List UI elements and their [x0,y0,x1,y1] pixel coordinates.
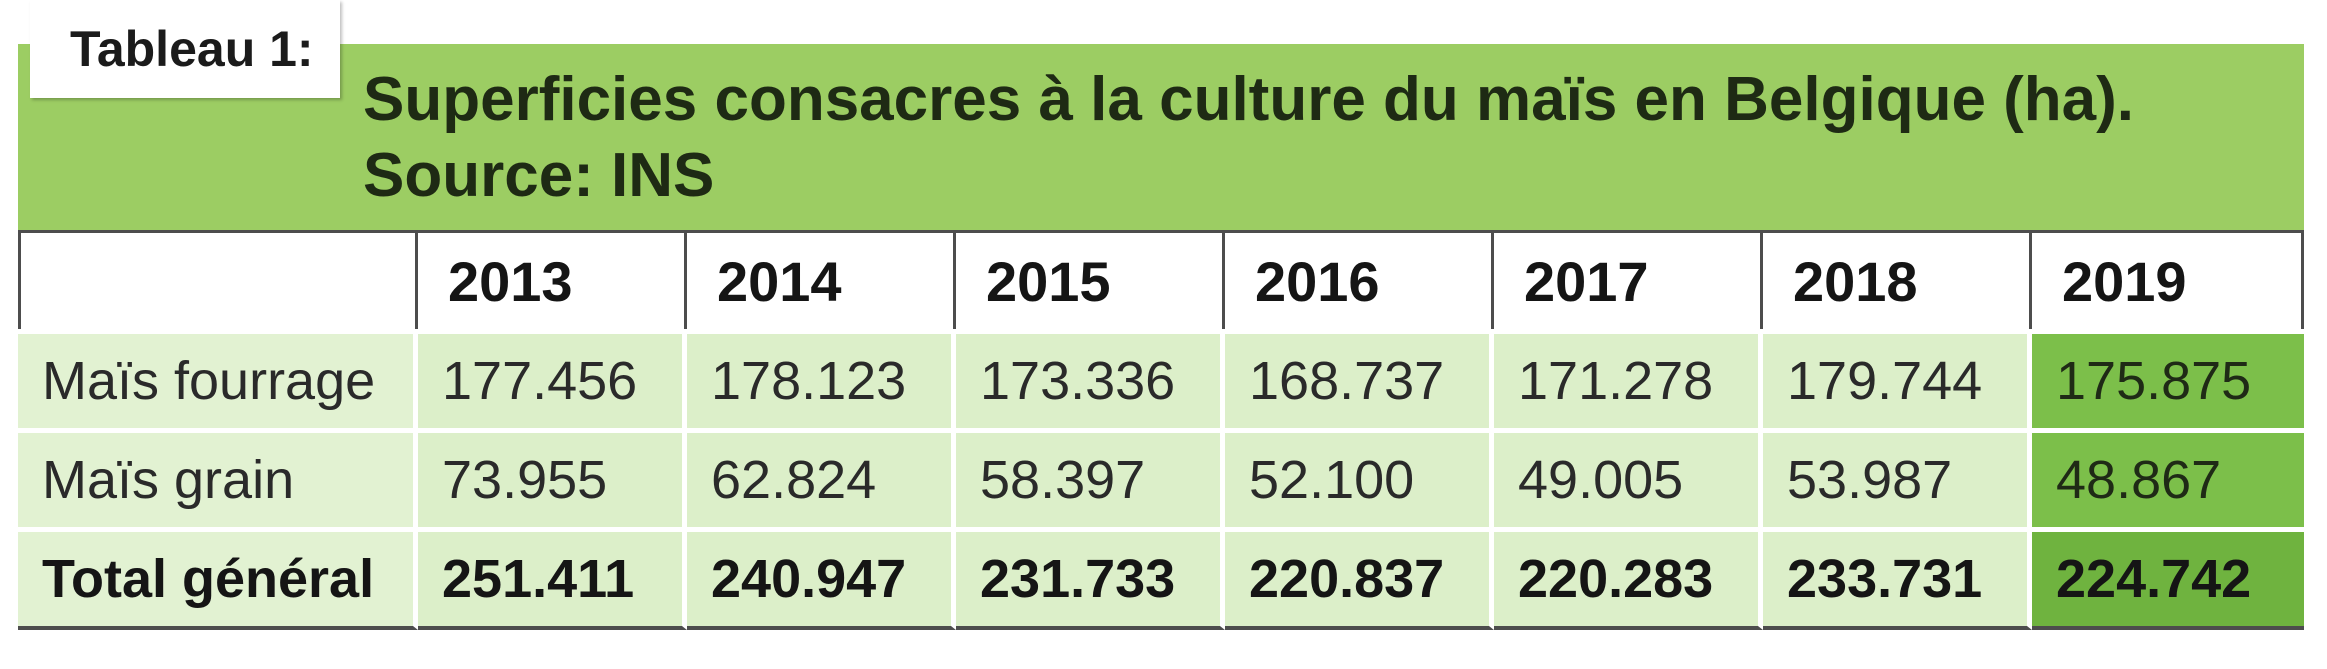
table-cell: 173.336 [956,329,1225,428]
table-cell: 168.737 [1225,329,1494,428]
header-year: 2015 [956,230,1225,329]
table-cell: 220.837 [1225,527,1494,630]
table-cell: 52.100 [1225,428,1494,527]
header-year: 2014 [687,230,956,329]
table-cell-highlighted: 224.742 [2032,527,2304,630]
header-row: 2013 2014 2015 2016 2017 2018 2019 [18,230,2304,329]
header-year: 2019 [2032,230,2304,329]
header-year: 2016 [1225,230,1494,329]
header-corner [18,230,418,329]
table-cell: 58.397 [956,428,1225,527]
table-cell: 178.123 [687,329,956,428]
table-cell: 53.987 [1763,428,2032,527]
data-table-wrap: 2013 2014 2015 2016 2017 2018 2019 Maïs … [18,230,2304,630]
table-cell: 240.947 [687,527,956,630]
row-label: Maïs fourrage [18,329,418,428]
table-cell: 177.456 [418,329,687,428]
header-year: 2018 [1763,230,2032,329]
table-row: Maïs fourrage 177.456 178.123 173.336 16… [18,329,2304,428]
table-cell: 231.733 [956,527,1225,630]
row-label: Maïs grain [18,428,418,527]
table-cell: 62.824 [687,428,956,527]
table-cell: 49.005 [1494,428,1763,527]
table-row-total: Total général 251.411 240.947 231.733 22… [18,527,2304,630]
header-year: 2013 [418,230,687,329]
table-figure: Tableau 1: Superficies consacres à la cu… [18,0,2304,630]
table-cell: 171.278 [1494,329,1763,428]
header-year: 2017 [1494,230,1763,329]
title-source: Source: INS [363,141,715,210]
title-line-1: Superficies consacres à la culture du ma… [363,65,2135,134]
table-title: Superficies consacres à la culture du ma… [363,62,2134,214]
table-row: Maïs grain 73.955 62.824 58.397 52.100 4… [18,428,2304,527]
data-table: 2013 2014 2015 2016 2017 2018 2019 Maïs … [18,230,2304,630]
header-band [18,44,2304,230]
table-cell: 251.411 [418,527,687,630]
table-cell: 179.744 [1763,329,2032,428]
table-cell: 73.955 [418,428,687,527]
table-number: Tableau 1: [70,21,314,77]
table-tag: Tableau 1: [30,0,340,98]
table-cell-highlighted: 175.875 [2032,329,2304,428]
table-cell: 220.283 [1494,527,1763,630]
row-label: Total général [18,527,418,630]
table-cell: 233.731 [1763,527,2032,630]
table-cell-highlighted: 48.867 [2032,428,2304,527]
